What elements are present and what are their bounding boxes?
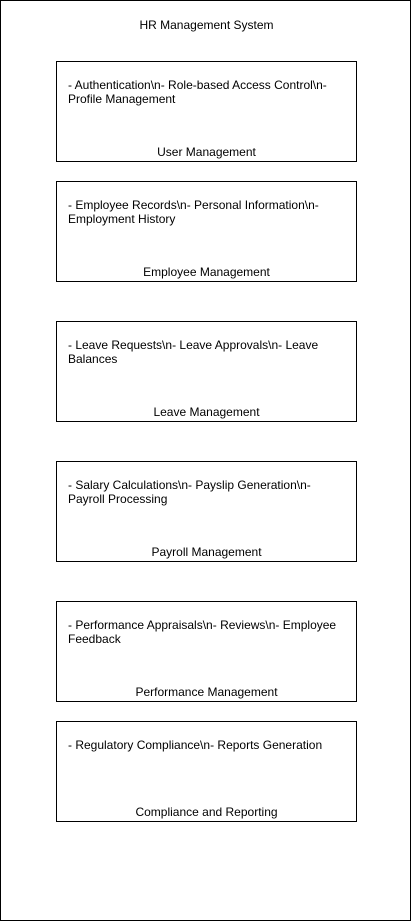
module-user-management: - Authentication\n- Role-based Access Co…	[56, 61, 357, 162]
module-employee-management: - Employee Records\n- Personal Informati…	[56, 181, 357, 282]
module-name: Leave Management	[153, 405, 260, 419]
diagram-title: HR Management System	[139, 18, 274, 32]
module-compliance-and-reporting: - Regulatory Compliance\n- Reports Gener…	[56, 721, 357, 822]
module-leave-management: - Leave Requests\n- Leave Approvals\n- L…	[56, 321, 357, 422]
module-description: - Authentication\n- Role-based Access Co…	[68, 78, 327, 106]
module-description: - Leave Requests\n- Leave Approvals\n- L…	[68, 338, 319, 366]
module-description: - Performance Appraisals\n- Reviews\n- E…	[68, 618, 337, 646]
module-name: Payroll Management	[151, 545, 262, 559]
module-description: - Salary Calculations\n- Payslip Generat…	[68, 478, 311, 506]
module-name: Compliance and Reporting	[135, 805, 278, 819]
module-payroll-management: - Salary Calculations\n- Payslip Generat…	[56, 461, 357, 562]
module-name: Performance Management	[135, 685, 278, 699]
module-description: - Regulatory Compliance\n- Reports Gener…	[68, 738, 323, 752]
module-performance-management: - Performance Appraisals\n- Reviews\n- E…	[56, 601, 357, 702]
module-name: Employee Management	[143, 265, 270, 279]
module-name: User Management	[157, 145, 256, 159]
module-description: - Employee Records\n- Personal Informati…	[68, 198, 319, 226]
